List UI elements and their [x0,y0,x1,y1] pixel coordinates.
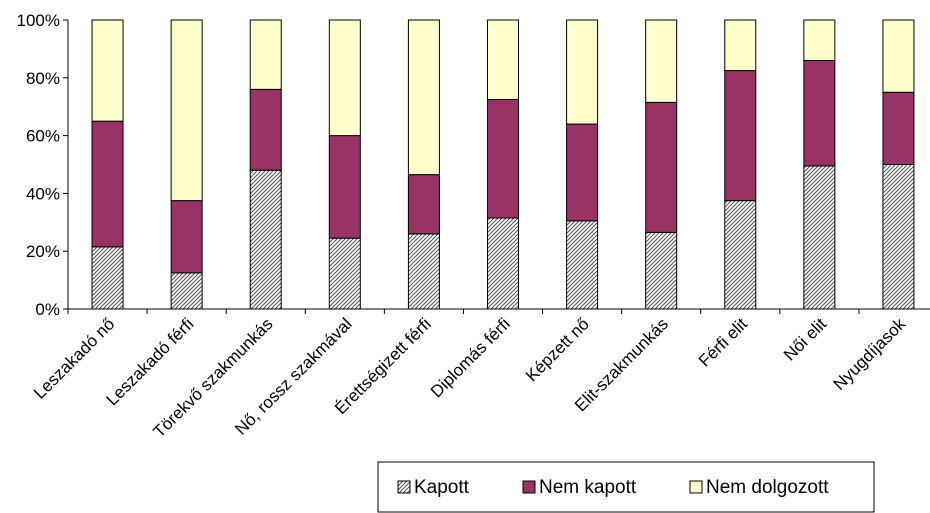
bar-segment-kapott [487,217,519,310]
bar-segment-kapott [328,237,361,310]
y-tick-label: 80% [26,69,60,88]
x-tick-label: Leszakadó nő [30,314,118,402]
y-tick-label: 100% [17,11,60,30]
bar-segment-kapott [170,272,203,310]
bar-segment-kapott [566,220,599,310]
y-tick-labels: 0% 20% 40% 60% 80% 100% [17,11,60,319]
legend-swatch [522,480,536,494]
bar-segment-nem-kapott [249,88,282,171]
bar-segment-kapott [91,246,124,310]
bars [91,19,915,310]
bar-segment-nem-kapott [328,135,361,239]
legend-swatch [397,480,411,494]
legend-swatch [689,480,703,494]
x-tick-label: Férfi elit [695,314,751,370]
y-tick-label: 0% [35,300,60,319]
bar-segment-kapott [407,233,440,310]
bar-segment-nem-kapott [170,200,203,274]
legend-label: Nem dolgozott [706,477,829,498]
y-tick-label: 20% [26,242,60,261]
bar-segment-nem-kapott [803,59,836,167]
y-tick-label: 40% [26,184,60,203]
bar-segment-nem-dolgozott [328,19,361,137]
bar-segment-nem-kapott [407,174,440,235]
bar-segment-kapott [803,165,836,310]
bar-segment-nem-kapott [645,101,678,233]
bar-segment-nem-dolgozott [882,19,915,93]
x-tick-label: Nyugdíjasok [830,314,910,394]
y-tick-label: 60% [26,127,60,146]
bar-segment-nem-kapott [91,120,124,248]
legend-label: Kapott [414,477,470,498]
bar-segment-nem-kapott [566,123,599,222]
x-tick-label: Képzett nő [522,314,593,385]
x-tick-label: Női elit [780,314,830,364]
bar-segment-nem-dolgozott [724,19,757,72]
bar-segment-kapott [724,200,757,310]
bar-segment-nem-kapott [487,98,519,219]
bar-segment-kapott [645,231,678,310]
bar-segment-nem-dolgozott [91,19,124,122]
bar-segment-nem-dolgozott [407,19,440,176]
bar-segment-nem-dolgozott [170,19,203,202]
bar-segment-nem-kapott [882,91,915,165]
bar-segment-nem-dolgozott [566,19,599,125]
bar-segment-nem-dolgozott [645,19,678,103]
bar-segment-kapott [882,164,915,310]
legend-box [377,461,875,513]
bar-segment-kapott [249,169,282,310]
x-tick-label: Diplomás férfi [427,314,514,401]
bar-segment-nem-dolgozott [249,19,282,90]
bar-segment-nem-dolgozott [487,19,519,100]
bar-segment-nem-dolgozott [803,19,836,61]
legend: Kapott Nem kapott Nem dolgozott [377,461,875,513]
legend-label: Nem kapott [539,477,637,498]
bar-segment-nem-kapott [724,70,757,202]
